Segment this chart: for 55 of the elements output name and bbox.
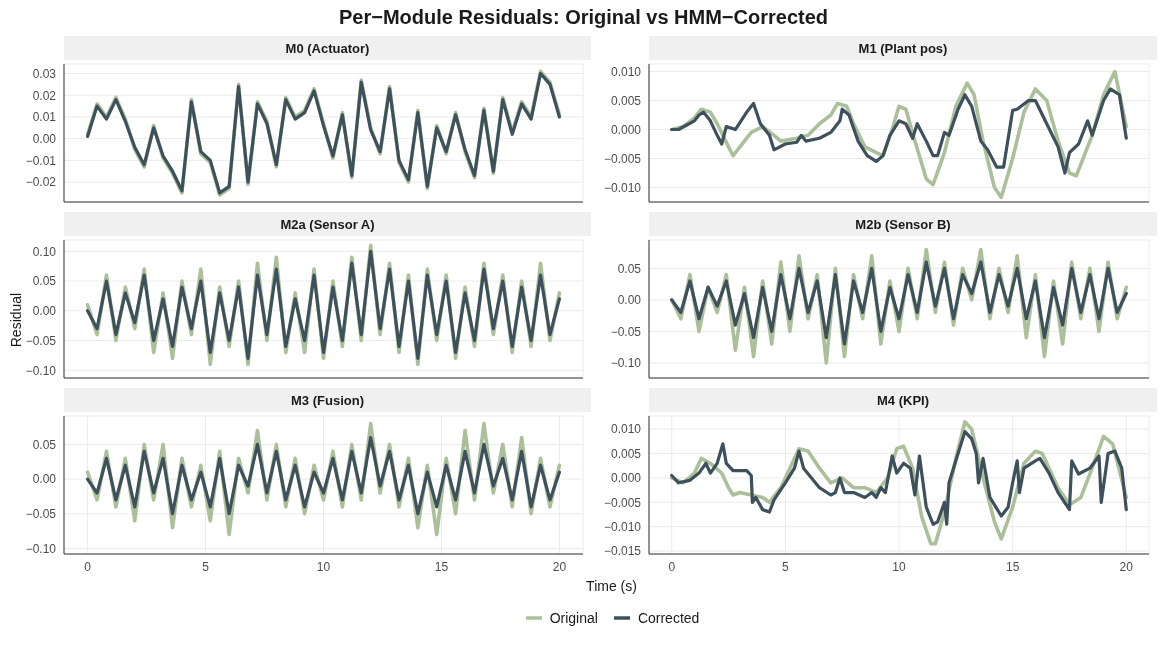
legend-label: Original: [549, 610, 598, 626]
text: Per−Module Residuals: Original vs HMM−Corrected: [338, 5, 828, 29]
x-tick-label: 20: [552, 559, 567, 574]
line-series: [670, 260, 1128, 346]
chart-title: M0 (Actuator): [64, 36, 591, 60]
x-tick-label: 5: [202, 559, 210, 574]
y-tick-label: −0.02: [25, 175, 57, 190]
y-tick-label: −0.10: [25, 541, 57, 556]
y-tick-label: 0.000: [610, 471, 642, 486]
y-tick-label: 0.00: [32, 304, 57, 319]
line-series: [85, 435, 562, 516]
line-series: [670, 87, 1128, 175]
y-tick-label: −0.10: [25, 363, 57, 378]
y-tick-label: −0.05: [610, 324, 642, 339]
chart-title: M2a (Sensor A): [64, 212, 591, 236]
y-tick-label: −0.01: [25, 153, 57, 168]
x-tick-label: 5: [782, 559, 790, 574]
chart-title: M4 (KPI): [649, 388, 1157, 412]
y-tick-label: 0.00: [32, 131, 57, 146]
x-tick-label: 0: [668, 559, 676, 574]
x-tick-label: 15: [1005, 559, 1020, 574]
x-tick-label: 10: [892, 559, 906, 574]
y-tick-label: 0.000: [610, 122, 642, 137]
legend-label: Corrected: [637, 610, 700, 626]
y-tick-label: −0.05: [25, 507, 57, 522]
chart-title: M2b (Sensor B): [649, 212, 1157, 236]
y-tick-label: −0.10: [610, 356, 642, 371]
chart-title: M1 (Plant pos): [649, 36, 1157, 60]
y-tick-label: 0.05: [32, 274, 57, 289]
y-tick-label: 0.02: [32, 88, 57, 103]
y-tick-label: 0.005: [610, 446, 642, 461]
y-tick-label: 0.00: [32, 472, 57, 487]
y-tick-label: 0.010: [610, 422, 642, 437]
chart-title: M3 (Fusion): [64, 388, 591, 412]
x-tick-label: 20: [1119, 559, 1134, 574]
line-series: [670, 430, 1128, 526]
y-tick-label: −0.005: [603, 495, 642, 510]
y-axis-title: Residual: [8, 292, 24, 348]
y-tick-label: 0.01: [32, 110, 57, 125]
y-tick-label: 0.10: [32, 244, 57, 259]
y-tick-label: 0.05: [617, 261, 642, 276]
y-tick-label: −0.005: [603, 151, 642, 166]
y-tick-label: −0.010: [603, 180, 642, 195]
x-tick-label: 10: [316, 559, 331, 574]
x-axis-title: Time (s): [585, 578, 638, 594]
x-tick-label: 15: [434, 559, 449, 574]
y-tick-label: 0.05: [32, 437, 57, 452]
y-tick-label: −0.05: [25, 333, 57, 348]
y-tick-label: 0.005: [610, 93, 642, 108]
x-tick-label: 0: [84, 559, 92, 574]
y-tick-label: 0.00: [617, 293, 642, 308]
y-tick-label: 0.03: [32, 66, 57, 81]
y-tick-label: −0.010: [603, 519, 642, 534]
y-tick-label: −0.015: [603, 544, 642, 559]
y-tick-label: 0.010: [610, 64, 642, 79]
